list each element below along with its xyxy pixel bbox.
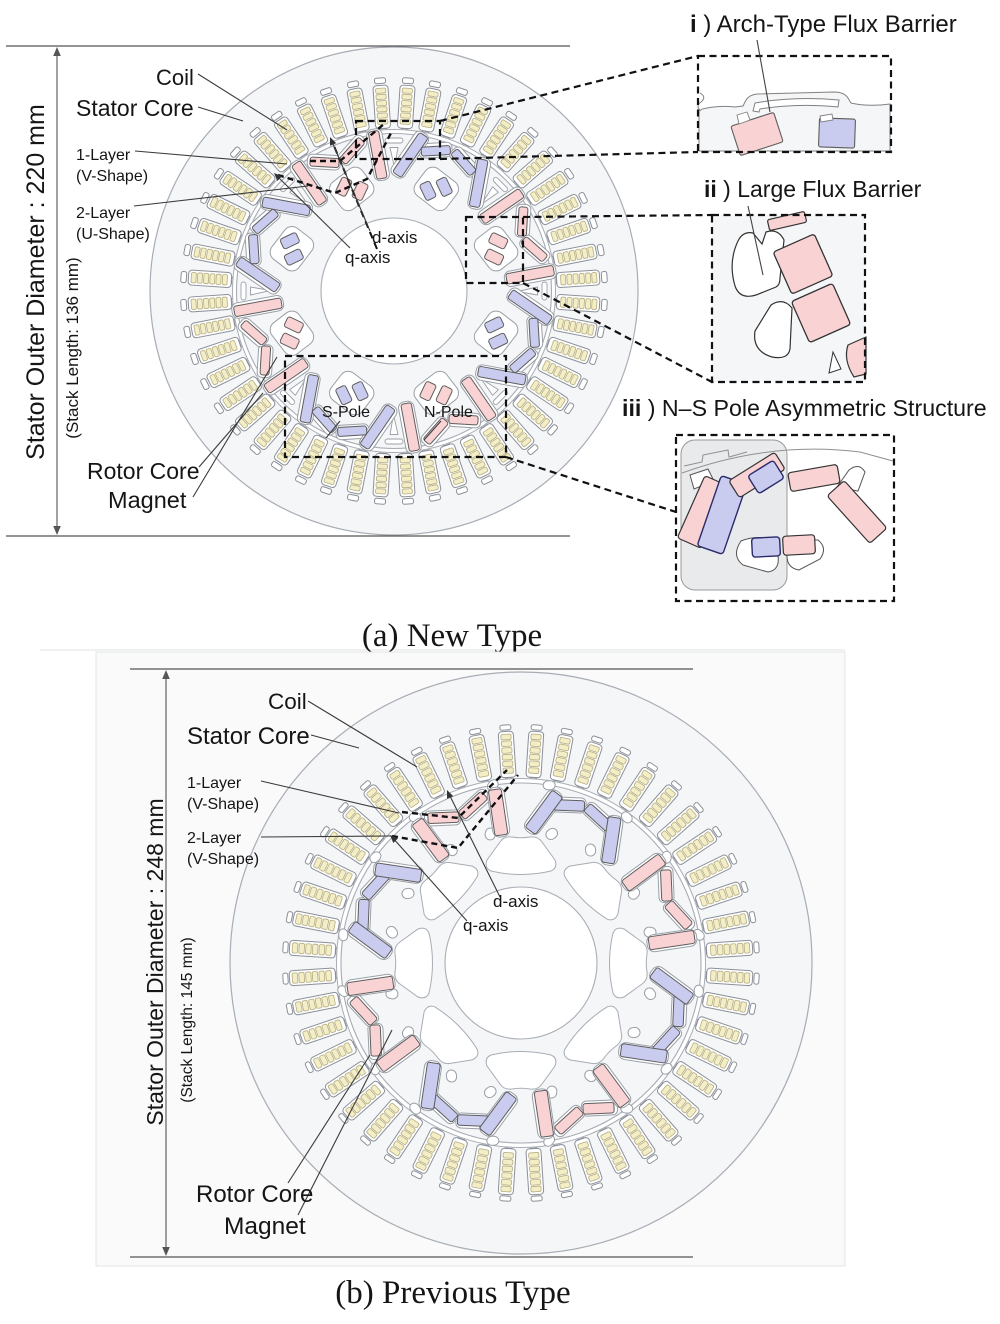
svg-text:q-axis: q-axis xyxy=(463,916,508,935)
svg-text:N-Pole: N-Pole xyxy=(424,404,473,421)
svg-text:(V-Shape): (V-Shape) xyxy=(187,796,259,813)
svg-text:2-Layer: 2-Layer xyxy=(76,205,131,222)
svg-text:(a) New Type: (a) New Type xyxy=(362,618,542,654)
svg-text:d-axis: d-axis xyxy=(372,228,417,247)
svg-text:Magnet: Magnet xyxy=(224,1213,306,1240)
svg-text:(b) Previous Type: (b) Previous Type xyxy=(335,1275,570,1311)
svg-text:d-axis: d-axis xyxy=(493,892,538,911)
svg-text:Stator Outer Diameter : 220 mm: Stator Outer Diameter : 220 mm xyxy=(22,104,50,460)
svg-text:1-Layer: 1-Layer xyxy=(187,775,242,792)
svg-text:Rotor Core: Rotor Core xyxy=(87,458,199,484)
svg-text:S-Pole: S-Pole xyxy=(322,404,370,421)
svg-text:q-axis: q-axis xyxy=(345,248,390,267)
svg-text:Rotor Core: Rotor Core xyxy=(196,1181,313,1208)
svg-text:(Stack Length: 136 mm): (Stack Length: 136 mm) xyxy=(63,257,82,438)
svg-text:2-Layer: 2-Layer xyxy=(187,830,242,847)
svg-text:iii ) N–S Pole Asymmetric Stru: iii ) N–S Pole Asymmetric Structure xyxy=(622,395,987,421)
svg-text:(V-Shape): (V-Shape) xyxy=(76,168,148,185)
svg-text:i ) Arch-Type Flux Barrier: i ) Arch-Type Flux Barrier xyxy=(690,11,957,38)
svg-text:Magnet: Magnet xyxy=(108,487,187,513)
svg-text:(V-Shape): (V-Shape) xyxy=(187,851,259,868)
svg-text:Stator Outer Diameter : 248 mm: Stator Outer Diameter : 248 mm xyxy=(142,798,168,1125)
svg-text:Coil: Coil xyxy=(268,689,307,714)
svg-text:Coil: Coil xyxy=(156,65,194,90)
svg-text:(U-Shape): (U-Shape) xyxy=(76,226,150,243)
svg-text:ii ) Large Flux Barrier: ii ) Large Flux Barrier xyxy=(704,176,922,202)
svg-text:Stator Core: Stator Core xyxy=(187,723,310,750)
svg-text:(Stack Length: 145 mm): (Stack Length: 145 mm) xyxy=(179,937,196,1102)
svg-text:1-Layer: 1-Layer xyxy=(76,147,131,164)
svg-text:Stator Core: Stator Core xyxy=(76,95,194,121)
